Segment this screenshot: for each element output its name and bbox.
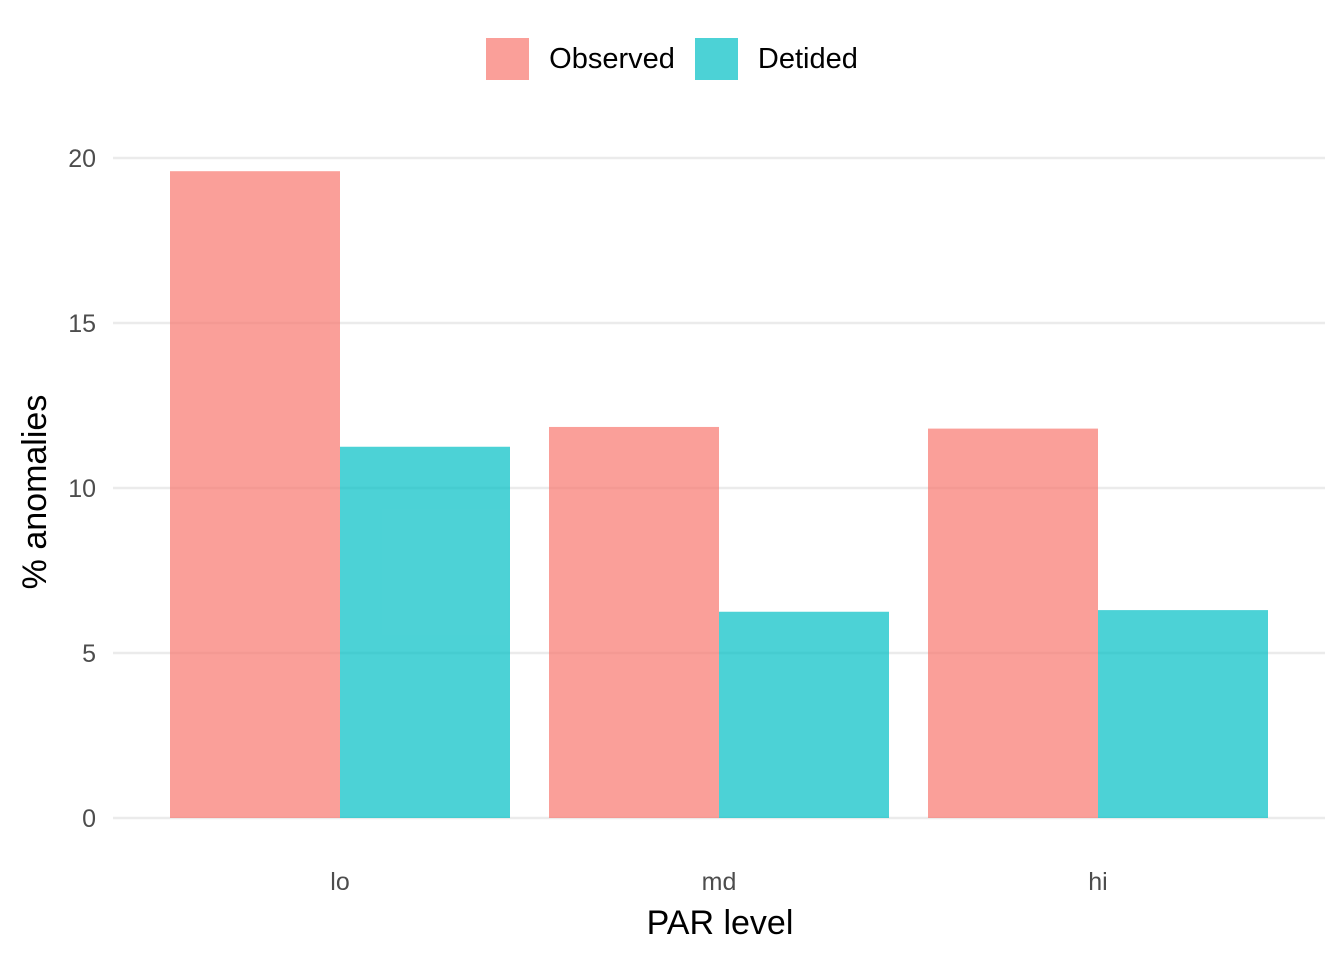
bar-detided-md bbox=[719, 611, 889, 818]
x-axis-title: PAR level bbox=[647, 904, 794, 942]
x-tick-label: md bbox=[702, 868, 737, 896]
y-tick-label: 0 bbox=[82, 805, 96, 833]
bar-observed-md bbox=[549, 426, 719, 818]
legend-key-observed bbox=[486, 38, 530, 80]
legend-key-detided bbox=[694, 38, 738, 80]
legend-item-detided: Detided bbox=[694, 38, 858, 80]
legend-label-observed: Observed bbox=[549, 42, 675, 75]
bar-detided-hi bbox=[1098, 610, 1268, 818]
bar-observed-hi bbox=[928, 428, 1098, 818]
legend-item-observed: Observed bbox=[486, 38, 675, 80]
y-tick-label: 20 bbox=[68, 145, 96, 173]
x-axis-ticks: lo md hi bbox=[330, 868, 1107, 896]
bar-detided-lo bbox=[340, 446, 510, 818]
x-tick-label: hi bbox=[1088, 868, 1107, 896]
y-axis-ticks: 0 5 10 15 20 bbox=[68, 145, 96, 833]
legend-label-detided: Detided bbox=[757, 42, 858, 75]
y-tick-label: 5 bbox=[82, 640, 96, 668]
bar-observed-lo bbox=[170, 171, 340, 818]
y-tick-label: 10 bbox=[68, 475, 96, 503]
y-axis-title: % anomalies bbox=[16, 395, 54, 590]
x-tick-label: lo bbox=[330, 868, 349, 896]
y-tick-label: 15 bbox=[68, 310, 96, 338]
bars bbox=[170, 171, 1268, 818]
legend: Observed Detided bbox=[0, 38, 1344, 80]
